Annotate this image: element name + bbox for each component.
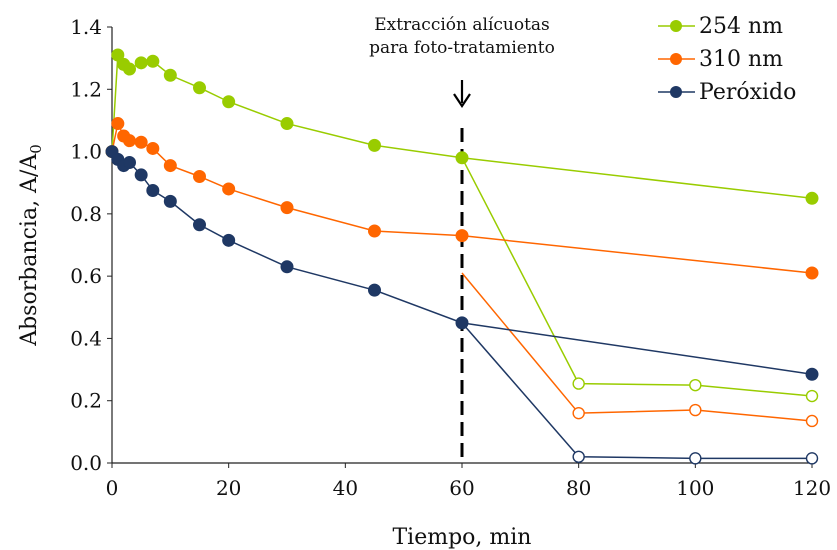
- data-point-254-nm: [123, 62, 136, 76]
- data-point-254-nm: [805, 191, 819, 205]
- data-point-310-nm: [193, 169, 206, 183]
- y-tick-label: 1.4: [70, 15, 102, 39]
- data-point-per-xido: [163, 194, 177, 208]
- data-point-310-nm: [123, 134, 136, 148]
- legend-marker-254-nm: [670, 20, 682, 32]
- series-branch-line-310-nm: [461, 272, 813, 422]
- y-tick-label: 0.6: [70, 264, 102, 288]
- data-point-254-nm: [280, 117, 294, 131]
- data-point-310-nm: [805, 266, 819, 280]
- series-layer: [105, 48, 819, 465]
- open-data-point-310-nm: [689, 403, 702, 417]
- data-point-254-nm: [134, 56, 148, 70]
- legend-label-254-nm: 254 nm: [699, 14, 783, 39]
- data-point-254-nm: [455, 151, 469, 165]
- data-point-310-nm: [368, 224, 381, 238]
- x-tick-label: 60: [449, 476, 474, 500]
- data-point-per-xido: [193, 218, 206, 232]
- legend-label-310-nm: 310 nm: [699, 47, 783, 72]
- legend: 254 nm 310 nm Peróxido: [658, 14, 796, 105]
- series-branch-line-per-xido: [461, 322, 812, 460]
- data-point-per-xido: [455, 316, 469, 330]
- annotation-layer: Extracción alícuotas para foto-tratamient…: [369, 15, 555, 463]
- x-tick-label: 20: [216, 476, 241, 500]
- y-tick-label: 0.8: [70, 202, 102, 226]
- data-point-254-nm: [222, 95, 236, 109]
- x-tick-label: 80: [566, 476, 591, 500]
- x-axis-title: Tiempo, min: [393, 525, 532, 550]
- open-data-point-254-nm: [572, 377, 585, 390]
- y-axis-title: Absorbancia, A/A0: [17, 144, 45, 347]
- series-branch-line-254-nm: [461, 157, 813, 397]
- down-arrow-icon: [453, 93, 471, 108]
- data-point-per-xido: [805, 367, 819, 381]
- y-tick-label: 0.0: [70, 451, 102, 475]
- legend-marker-310-nm: [670, 53, 682, 65]
- data-point-310-nm: [146, 141, 160, 155]
- y-tick-label: 0.2: [70, 389, 102, 413]
- x-tick-label: 100: [676, 476, 714, 500]
- open-data-point-per-xido: [572, 450, 585, 463]
- data-point-310-nm: [222, 182, 236, 196]
- data-point-per-xido: [134, 168, 148, 182]
- data-point-310-nm: [280, 201, 294, 215]
- open-data-point-per-xido: [805, 452, 819, 465]
- axes-layer: 0.0 0.2 0.4 0.6 0.8 1.0 1.2 1.4 0 20 40 60 80 100 120 T…: [17, 15, 831, 550]
- y-axis-title-main: Absorbancia, A/A: [17, 153, 42, 347]
- y-axis-title-subscript: 0: [27, 144, 45, 154]
- open-data-point-310-nm: [572, 406, 585, 420]
- open-data-point-310-nm: [805, 414, 819, 428]
- data-point-per-xido: [368, 283, 381, 297]
- open-data-point-per-xido: [689, 452, 702, 465]
- x-tick-label: 120: [793, 476, 831, 500]
- data-point-per-xido: [146, 184, 160, 197]
- data-point-per-xido: [123, 155, 136, 169]
- y-tick-label: 1.2: [70, 77, 102, 101]
- annotation-text-line: para foto-tratamiento: [369, 38, 555, 58]
- data-point-per-xido: [222, 233, 236, 247]
- open-data-point-254-nm: [689, 378, 702, 392]
- data-point-310-nm: [455, 229, 469, 243]
- data-point-310-nm: [134, 135, 148, 149]
- x-tick-label: 0: [106, 476, 119, 500]
- data-point-310-nm: [163, 159, 177, 173]
- data-point-254-nm: [163, 68, 177, 82]
- data-point-254-nm: [193, 81, 206, 95]
- data-point-310-nm: [111, 117, 125, 131]
- data-point-per-xido: [280, 260, 294, 274]
- data-point-254-nm: [368, 138, 381, 152]
- legend-marker-per-xido: [670, 86, 682, 98]
- y-tick-label: 1.0: [70, 140, 102, 164]
- open-data-point-254-nm: [805, 389, 819, 403]
- data-point-254-nm: [146, 54, 160, 68]
- x-tick-label: 40: [333, 476, 358, 500]
- annotation-text-line: Extracción alícuotas: [374, 15, 550, 35]
- data-point-254-nm: [111, 48, 125, 62]
- legend-label-per-xido: Peróxido: [699, 80, 796, 105]
- y-tick-label: 0.4: [70, 326, 102, 350]
